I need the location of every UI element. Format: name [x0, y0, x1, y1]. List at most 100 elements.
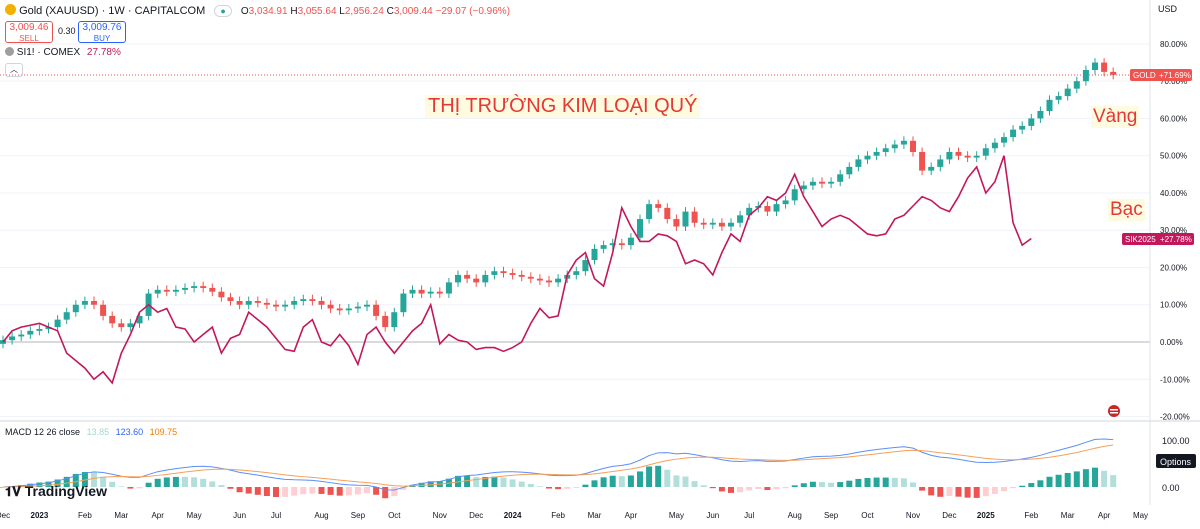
histogram-bar — [718, 487, 725, 492]
y-tick-label: -20.00% — [1160, 413, 1190, 422]
candle-body — [937, 159, 944, 167]
candle-body — [828, 181, 835, 184]
tradingview-logo[interactable]: 𝟏𝐕 TradingView — [5, 483, 107, 500]
macd-legend[interactable]: MACD 12 26 close 13.85 123.60 109.75 — [5, 427, 177, 437]
sell-price: 3,009.46 — [9, 22, 49, 33]
histogram-bar — [791, 485, 798, 487]
candle-body — [127, 323, 134, 328]
histogram-bar — [627, 475, 634, 487]
buy-label: BUY — [93, 34, 111, 43]
histogram-bar — [864, 477, 871, 487]
histogram-bar — [464, 475, 471, 487]
histogram-bar — [500, 477, 507, 487]
candle-body — [837, 174, 844, 182]
y-tick-label: 0.00% — [1160, 338, 1183, 347]
macd-label: MACD 12 26 close — [5, 427, 81, 437]
candle-body — [18, 334, 25, 337]
compare-symbol-name: SI1! · COMEX — [16, 47, 81, 58]
histogram-bar — [127, 487, 134, 489]
candle-body — [737, 215, 744, 223]
histogram-bar — [1037, 480, 1044, 487]
candle-body — [1037, 110, 1044, 119]
candle-body — [1001, 137, 1007, 143]
histogram-bar — [682, 476, 689, 487]
flag-icon[interactable] — [1108, 405, 1120, 417]
candle-body — [400, 293, 407, 313]
chart-title-annotation: THỊ TRƯỜNG KIM LOẠI QUÝ — [425, 95, 701, 118]
compare-symbol[interactable]: SI1! · COMEX 27.78% — [5, 47, 121, 58]
histogram-bar — [746, 487, 753, 491]
candle-body — [182, 287, 188, 290]
histogram-bar — [254, 487, 261, 495]
candle-body — [418, 289, 425, 294]
histogram-bar — [391, 487, 398, 497]
candle-body — [819, 181, 825, 184]
candle-body — [1064, 88, 1071, 97]
x-axis[interactable]: Dec 2023 Feb Mar Apr May Jun Jul Aug Sep Oct Nov Dec… — [0, 511, 1148, 520]
collapse-chevron-icon[interactable]: ︿ — [5, 63, 23, 77]
x-tick-label: Apr — [1098, 511, 1111, 520]
currency-label[interactable]: USD — [1158, 4, 1178, 14]
histogram-bar — [263, 487, 270, 496]
candle-body — [991, 142, 998, 149]
candle-body — [273, 304, 279, 307]
candle-body — [919, 151, 926, 171]
candle-body — [764, 206, 771, 212]
candle-body — [118, 323, 125, 328]
candle-body — [500, 271, 507, 274]
candle-body — [1110, 71, 1117, 75]
symbol-header[interactable]: Gold (XAUUSD) · 1W · CAPITALCOM ● O3,034… — [5, 4, 510, 17]
histogram-bar — [236, 487, 243, 493]
histogram-bar — [591, 480, 598, 487]
candle-body — [882, 148, 889, 152]
candle-body — [555, 278, 562, 283]
histogram-bar — [400, 487, 407, 490]
candle-body — [1019, 125, 1026, 130]
histogram-bar — [1110, 475, 1117, 487]
histogram-bar — [163, 477, 170, 487]
gold-annotation: Vàng — [1091, 106, 1140, 128]
market-status-icon[interactable]: ● — [214, 5, 232, 17]
y-axis[interactable]: 80.00% 70.00% 60.00% 50.00% 40.00% 30.00% 20.0… — [1160, 40, 1190, 422]
x-tick-label: Apr — [625, 511, 638, 520]
histogram-bar — [973, 487, 980, 498]
macd-hist-value: 13.85 — [86, 427, 110, 437]
histogram-bar — [837, 482, 844, 487]
options-button[interactable]: Options — [1156, 454, 1196, 468]
candle-body — [673, 219, 680, 227]
x-tick-label: May — [1133, 511, 1148, 520]
candle-body — [1055, 96, 1062, 100]
candle-body — [354, 306, 361, 309]
candle-body — [637, 219, 643, 238]
histogram-bar — [1073, 471, 1080, 487]
histogram-bar — [764, 487, 771, 491]
y-tick-label: 10.00% — [1160, 301, 1187, 310]
x-tick-label: Aug — [788, 511, 802, 520]
candle-body — [1073, 81, 1080, 89]
candle-body — [36, 328, 43, 331]
candle-body — [291, 301, 298, 305]
x-tick-label: Apr — [151, 511, 164, 520]
x-tick-label: Oct — [388, 511, 401, 520]
candle-body — [864, 155, 871, 160]
silver-end-label: SIK2025 +27.78% — [1122, 233, 1194, 245]
candle-body — [609, 243, 616, 246]
gold-end-label-value: +71.69% — [1159, 71, 1191, 80]
histogram-bar — [145, 482, 152, 487]
buy-button[interactable]: 3,009.76 BUY — [78, 21, 126, 43]
candle-body — [209, 287, 216, 292]
histogram-bar — [700, 485, 707, 487]
histogram-bar — [782, 487, 789, 489]
histogram-bar — [809, 481, 816, 487]
histogram-bar — [737, 487, 744, 493]
candle-body — [254, 301, 261, 303]
histogram-bar — [373, 487, 380, 495]
sell-button[interactable]: 3,009.46 SELL — [5, 21, 53, 43]
candle-body — [100, 304, 107, 316]
histogram-bar — [45, 481, 52, 487]
buy-price: 3,009.76 — [82, 22, 122, 33]
candle-body — [955, 151, 962, 156]
macd-signal-value: 109.75 — [149, 427, 178, 437]
histogram-bar — [509, 479, 516, 487]
